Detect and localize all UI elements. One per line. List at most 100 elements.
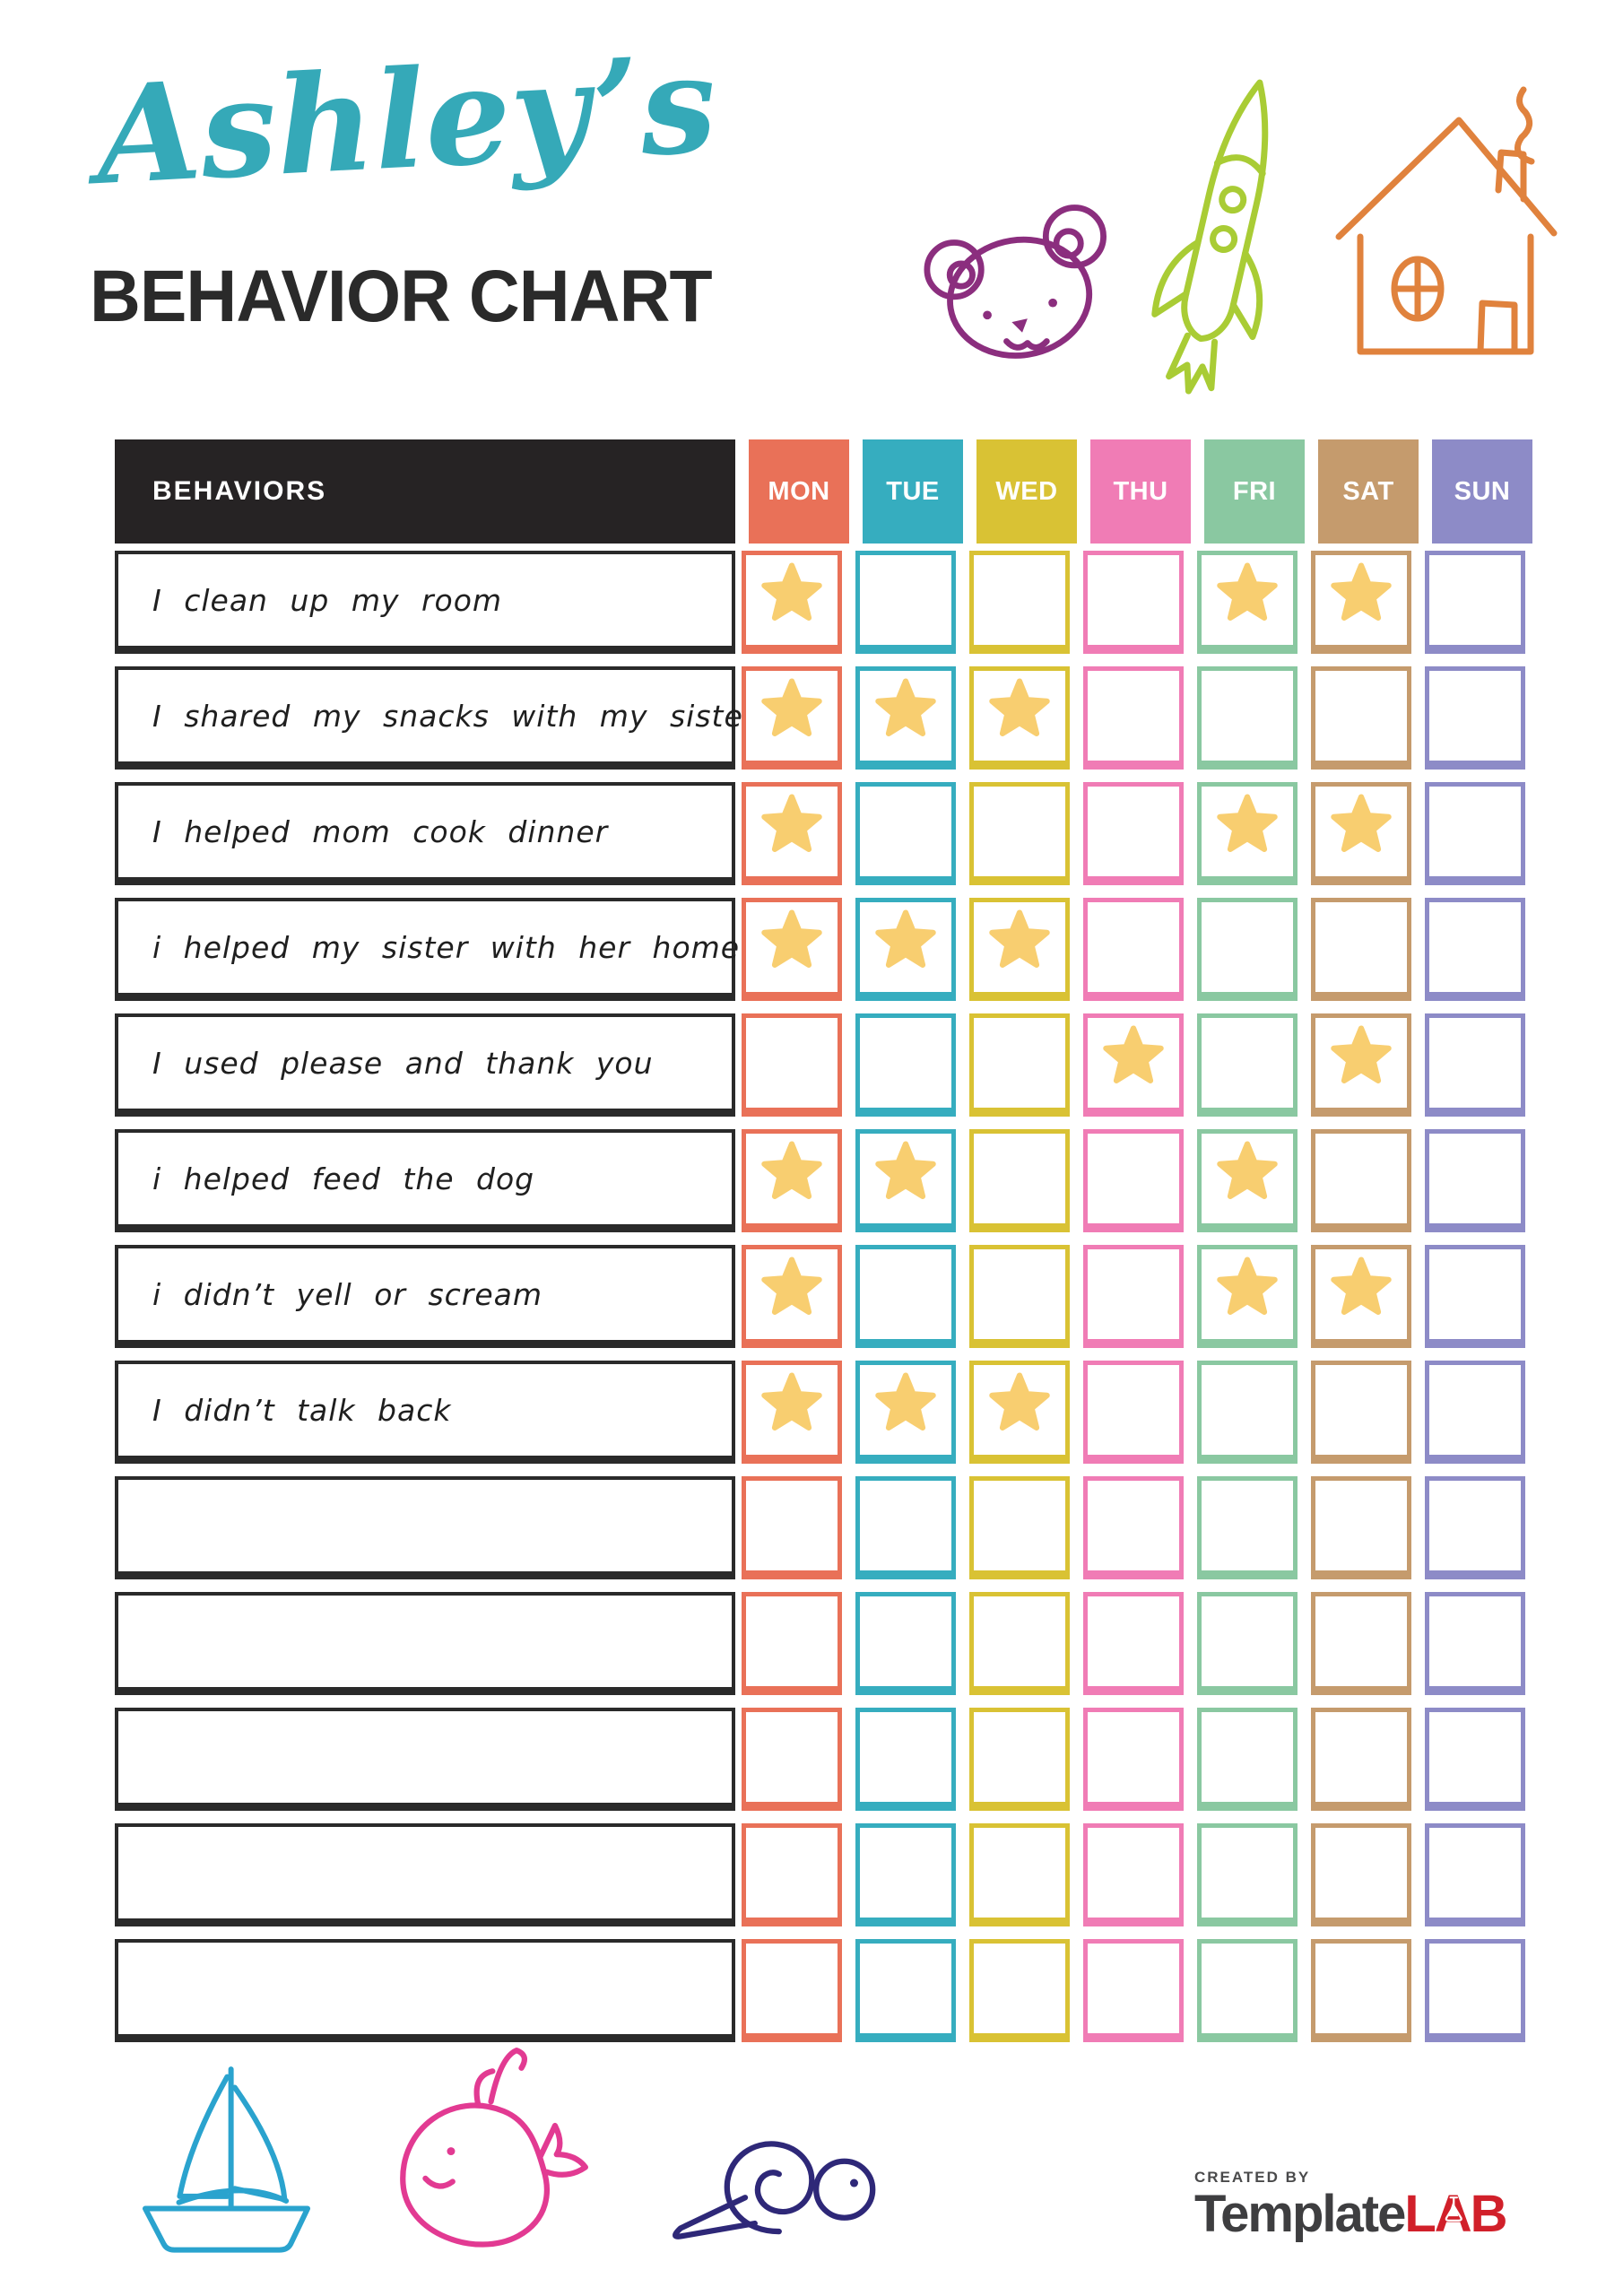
- star-icon: [989, 1372, 1050, 1431]
- star-icon: [1331, 562, 1392, 621]
- star-icon: [875, 1141, 936, 1199]
- behavior-label-box: I used please and thank you: [115, 1013, 735, 1117]
- day-header-sat: SAT: [1318, 439, 1419, 544]
- cell-thu-row8: [1083, 1361, 1184, 1464]
- day-header-tue: TUE: [863, 439, 963, 544]
- behavior-row-1: I clean up my room: [115, 551, 1532, 654]
- behavior-text: I shared my snacks with my sister: [152, 698, 757, 734]
- star-icon: [761, 562, 822, 621]
- cell-fri-row10: [1197, 1592, 1298, 1695]
- cell-thu-row7: [1083, 1245, 1184, 1348]
- cell-mon-row1: [742, 551, 842, 654]
- cell-mon-row7: [742, 1245, 842, 1348]
- star-icon: [1217, 794, 1278, 852]
- behavior-row-13: [115, 1939, 1532, 2042]
- cell-fri-row5: [1197, 1013, 1298, 1117]
- behavior-row-12: [115, 1823, 1532, 1926]
- behavior-label-box: I shared my snacks with my sister: [115, 666, 755, 770]
- star-icon: [875, 909, 936, 968]
- day-header-fri: FRI: [1204, 439, 1305, 544]
- cell-thu-row4: [1083, 898, 1184, 1001]
- cell-tue-row12: [855, 1823, 956, 1926]
- behavior-label-box: [115, 1708, 735, 1811]
- behavior-text: i didn’t yell or scream: [152, 1276, 543, 1312]
- cell-mon-row5: [742, 1013, 842, 1117]
- cell-mon-row3: [742, 782, 842, 885]
- behavior-row-8: I didn’t talk back: [115, 1361, 1532, 1464]
- star-icon: [761, 794, 822, 852]
- star-icon: [761, 1257, 822, 1315]
- cell-mon-row4: [742, 898, 842, 1001]
- cell-thu-row3: [1083, 782, 1184, 885]
- day-header-wed: WED: [976, 439, 1077, 544]
- cell-wed-row3: [969, 782, 1070, 885]
- cell-tue-row8: [855, 1361, 956, 1464]
- cell-tue-row11: [855, 1708, 956, 1811]
- cell-thu-row2: [1083, 666, 1184, 770]
- cell-fri-row7: [1197, 1245, 1298, 1348]
- star-icon: [1103, 1025, 1164, 1083]
- cell-sun-row13: [1425, 1939, 1525, 2042]
- flask-icon: [1445, 2196, 1462, 2222]
- cell-sun-row10: [1425, 1592, 1525, 1695]
- cell-fri-row13: [1197, 1939, 1298, 2042]
- behavior-row-3: I helped mom cook dinner: [115, 782, 1532, 885]
- chart-table: BEHAVIORS MON TUE WED THU FRI SAT SUN I clean up…: [115, 439, 1532, 2055]
- cell-tue-row13: [855, 1939, 956, 2042]
- behavior-text: i helped feed the dog: [152, 1161, 535, 1196]
- star-icon: [1331, 794, 1392, 852]
- behavior-row-4: i helped my sister with her homework: [115, 898, 1532, 1001]
- cell-mon-row11: [742, 1708, 842, 1811]
- cell-sun-row6: [1425, 1129, 1525, 1232]
- star-icon: [1331, 1025, 1392, 1083]
- behavior-label-box: i helped feed the dog: [115, 1129, 735, 1232]
- cell-sun-row11: [1425, 1708, 1525, 1811]
- star-icon: [1217, 562, 1278, 621]
- cell-sat-row3: [1311, 782, 1411, 885]
- cell-sun-row1: [1425, 551, 1525, 654]
- star-icon: [761, 678, 822, 736]
- star-icon: [761, 1372, 822, 1431]
- cell-thu-row1: [1083, 551, 1184, 654]
- cell-wed-row7: [969, 1245, 1070, 1348]
- rocket-icon: [1132, 72, 1324, 405]
- cell-mon-row12: [742, 1823, 842, 1926]
- behavior-label-box: i helped my sister with her homework: [115, 898, 814, 1001]
- cell-thu-row6: [1083, 1129, 1184, 1232]
- behavior-label-box: [115, 1823, 735, 1926]
- behavior-label-box: [115, 1939, 735, 2042]
- cell-sat-row2: [1311, 666, 1411, 770]
- cell-tue-row2: [855, 666, 956, 770]
- day-header-thu: THU: [1090, 439, 1191, 544]
- bear-icon: [916, 193, 1130, 359]
- page-title: BEHAVIOR CHART: [90, 256, 713, 337]
- cell-sun-row3: [1425, 782, 1525, 885]
- star-icon: [875, 1372, 936, 1431]
- behavior-row-5: I used please and thank you: [115, 1013, 1532, 1117]
- cell-wed-row10: [969, 1592, 1070, 1695]
- day-header-sun: SUN: [1432, 439, 1532, 544]
- cell-sat-row11: [1311, 1708, 1411, 1811]
- cell-fri-row12: [1197, 1823, 1298, 1926]
- table-header-row: BEHAVIORS MON TUE WED THU FRI SAT SUN: [115, 439, 1532, 544]
- cell-sun-row9: [1425, 1476, 1525, 1579]
- cell-wed-row1: [969, 551, 1070, 654]
- cell-wed-row9: [969, 1476, 1070, 1579]
- cell-fri-row11: [1197, 1708, 1298, 1811]
- star-icon: [1217, 1141, 1278, 1199]
- cell-wed-row8: [969, 1361, 1070, 1464]
- behavior-row-6: i helped feed the dog: [115, 1129, 1532, 1232]
- cell-sun-row7: [1425, 1245, 1525, 1348]
- brand-logo: CREATED BY TemplateLAB: [1194, 2169, 1508, 2240]
- cell-wed-row2: [969, 666, 1070, 770]
- cell-tue-row7: [855, 1245, 956, 1348]
- star-icon: [761, 909, 822, 968]
- star-icon: [1217, 1257, 1278, 1315]
- cell-fri-row1: [1197, 551, 1298, 654]
- cell-mon-row9: [742, 1476, 842, 1579]
- cell-wed-row5: [969, 1013, 1070, 1117]
- behaviors-column-header: BEHAVIORS: [115, 439, 735, 544]
- cell-sat-row4: [1311, 898, 1411, 1001]
- cell-fri-row2: [1197, 666, 1298, 770]
